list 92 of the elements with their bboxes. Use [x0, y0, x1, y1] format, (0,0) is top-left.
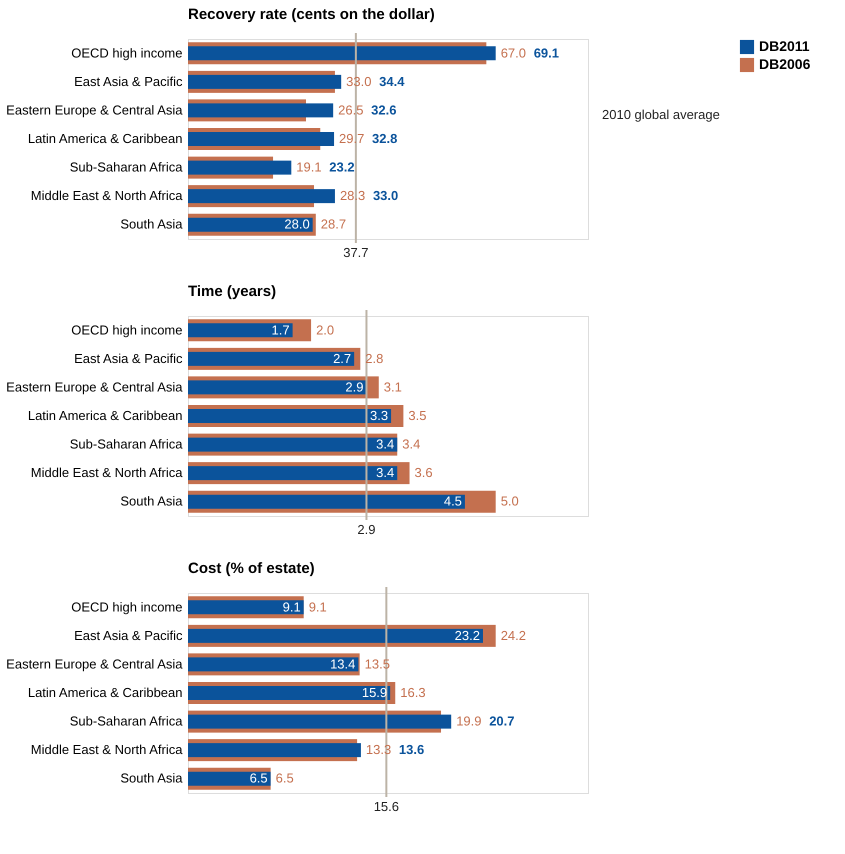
bar: [188, 74, 342, 89]
bar: [188, 657, 358, 672]
text: 2010 global average: [602, 107, 720, 122]
data-label: 9.1: [308, 599, 327, 614]
data-label: 33.0: [372, 188, 398, 204]
data-label: 4.5: [444, 494, 462, 509]
y-tick-label: Middle East & North Africa: [30, 465, 184, 480]
data-label: 23.2: [329, 160, 355, 175]
data-label: 19.1: [296, 160, 322, 175]
ref-line-label: 15.6: [374, 799, 400, 814]
data-label: 2.8: [365, 350, 384, 366]
data-label: 13.4: [330, 656, 356, 672]
y-tick-label: Latin America & Caribbean: [28, 408, 182, 423]
bar: [188, 600, 304, 614]
chart-title: Time (years): [188, 283, 276, 300]
y-tick-label: South Asia: [120, 216, 184, 232]
bar: [188, 218, 313, 232]
y-tick-label: Sub-Saharan Africa: [70, 714, 184, 729]
data-label: 2.7: [333, 350, 352, 366]
bar: [188, 714, 452, 729]
data-label: 33.0: [346, 74, 372, 89]
data-label: 20.7: [489, 714, 515, 729]
data-label: 3.1: [384, 379, 402, 394]
bar: [188, 323, 293, 338]
y-tick-label: OECD high income: [71, 322, 182, 338]
bar: [188, 380, 366, 394]
data-label: 24.2: [500, 628, 526, 643]
y-tick-label: Latin America & Caribbean: [28, 685, 182, 700]
data-label: 13.5: [364, 656, 390, 672]
data-label: 3.4: [376, 436, 394, 452]
data-label: 3.3: [370, 408, 388, 423]
bar: [188, 686, 390, 700]
data-label: 23.2: [454, 628, 480, 643]
data-label: 6.5: [276, 770, 294, 786]
bar: [188, 132, 334, 146]
data-label: 3.4: [402, 436, 420, 452]
data-label: 5.0: [500, 494, 519, 509]
data-label: 34.4: [379, 74, 406, 89]
bar: [188, 772, 271, 786]
data-label: 3.4: [376, 465, 394, 480]
data-label: 1.7: [272, 322, 290, 338]
y-tick-label: Sub-Saharan Africa: [70, 160, 184, 175]
y-tick-label: Latin America & Caribbean: [28, 131, 182, 146]
y-tick-label: Eastern Europe & Central Asia: [6, 102, 184, 118]
data-label: 9.1: [282, 599, 301, 614]
bar: [188, 352, 354, 366]
data-label: 67.0: [500, 45, 526, 60]
ref-line-label: 2.9: [357, 522, 376, 537]
bar: [188, 160, 292, 175]
data-label: 32.8: [372, 131, 398, 146]
bar: [188, 438, 398, 452]
bar: [188, 494, 465, 509]
data-label: 29.7: [339, 131, 364, 146]
y-tick-label: East Asia & Pacific: [74, 350, 183, 366]
y-tick-label: South Asia: [120, 770, 184, 786]
y-tick-label: Eastern Europe & Central Asia: [6, 656, 184, 672]
data-label: 28.0: [284, 216, 310, 232]
y-tick-label: Sub-Saharan Africa: [70, 436, 184, 452]
data-label: 3.6: [414, 465, 433, 480]
data-label: 13.6: [398, 742, 424, 758]
data-label: 2.9: [345, 379, 364, 394]
chart-title: Cost (% of estate): [188, 560, 315, 577]
chart-title: Recovery rate (cents on the dollar): [188, 6, 435, 23]
data-label: 16.3: [400, 685, 426, 700]
y-tick-label: Middle East & North Africa: [30, 188, 184, 204]
y-tick-label: East Asia & Pacific: [74, 74, 183, 89]
y-tick-label: OECD high income: [71, 599, 182, 614]
data-label: 32.6: [371, 102, 396, 118]
data-label: 3.5: [408, 408, 426, 423]
y-tick-label: OECD high income: [71, 45, 182, 60]
bar: [188, 628, 483, 643]
y-tick-label: South Asia: [120, 494, 184, 509]
data-label: 69.1: [534, 45, 560, 60]
data-label: 6.5: [250, 770, 268, 786]
bar: [188, 189, 335, 204]
data-label: 2.0: [316, 322, 334, 338]
y-tick-label: East Asia & Pacific: [74, 628, 183, 643]
bar: [188, 409, 392, 423]
ref-line-label: 37.7: [343, 245, 369, 260]
y-tick-label: Eastern Europe & Central Asia: [6, 379, 184, 394]
bar: [188, 46, 496, 60]
data-label: 13.3: [366, 742, 392, 758]
bar: [188, 466, 398, 480]
data-label: 26.5: [338, 102, 364, 118]
data-label: 28.3: [340, 188, 366, 204]
legend-label: DB2006: [759, 56, 811, 72]
data-label: 19.9: [456, 714, 482, 729]
y-tick-label: Middle East & North Africa: [30, 742, 184, 758]
bar: [188, 103, 334, 118]
legend-label: DB2011: [759, 38, 810, 54]
data-label: 28.7: [320, 216, 346, 232]
bar: [188, 743, 361, 758]
